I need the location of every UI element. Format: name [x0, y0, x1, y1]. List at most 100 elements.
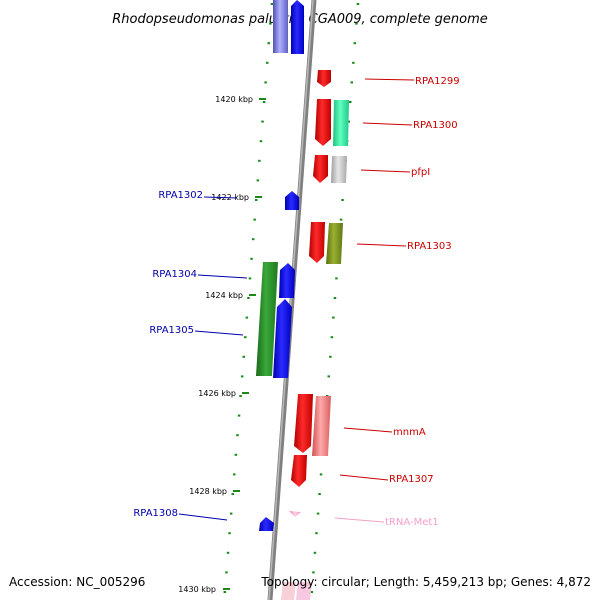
- top-partial-features: [273, 0, 304, 54]
- tick-dot: [229, 512, 233, 515]
- partial-feature-pink: [281, 582, 296, 600]
- tick-dot: [234, 453, 238, 456]
- partial-feature-blue: [291, 0, 304, 54]
- tick-dot: [335, 277, 338, 280]
- kbp-tick: 1428 kbp: [189, 487, 240, 496]
- tick-dot: [269, 22, 272, 25]
- label-RPA1304[interactable]: RPA1304: [152, 269, 248, 280]
- gene-RPA1303[interactable]: [309, 222, 325, 263]
- label-pfpI[interactable]: pfpI: [360, 167, 430, 178]
- accession-text: Accession: NC_005296: [9, 575, 145, 589]
- tick-dot: [256, 179, 260, 182]
- partial-feature-pink-2: [296, 582, 312, 600]
- feature-RPA1300-companion[interactable]: [333, 100, 349, 146]
- gene-RPA1308[interactable]: [259, 517, 274, 531]
- tick-dot: [330, 336, 334, 339]
- tick-dot: [261, 120, 264, 123]
- feature-mnmA-companion[interactable]: [312, 396, 331, 456]
- label-RPA1303[interactable]: RPA1303: [356, 241, 452, 252]
- svg-text:RPA1308: RPA1308: [133, 508, 178, 519]
- svg-text:pfpI: pfpI: [411, 167, 430, 178]
- tick-dot: [310, 591, 314, 593]
- right-labels: RPA1299 RPA1300 pfpI RPA1303 mnmA RPA130…: [334, 76, 460, 528]
- kbp-tick-label: 1428 kbp: [189, 487, 227, 496]
- tick-dot: [226, 551, 230, 554]
- kbp-tick-label: 1426 kbp: [198, 389, 236, 398]
- kbp-tick-label: 1420 kbp: [215, 95, 253, 104]
- tick-dot: [244, 336, 247, 339]
- tick-dot: [262, 101, 266, 103]
- tick-dot: [233, 473, 236, 476]
- label-mnmA[interactable]: mnmA: [343, 427, 426, 438]
- tick-dot: [353, 42, 357, 45]
- tick-dot: [264, 81, 267, 84]
- svg-text:RPA1304: RPA1304: [152, 269, 197, 280]
- tick-dot: [339, 218, 343, 221]
- forward-strand-features: [289, 70, 349, 517]
- gene-RPA1299[interactable]: [317, 70, 331, 87]
- tick-dot: [228, 532, 231, 535]
- tick-dot: [313, 551, 317, 554]
- tick-dot: [319, 473, 323, 476]
- gene-mnmA[interactable]: [294, 394, 313, 453]
- tick-dot: [223, 591, 227, 593]
- svg-text:RPA1302: RPA1302: [158, 190, 203, 201]
- kbp-tick-label: 1424 kbp: [205, 291, 243, 300]
- gene-tRNA-Met1[interactable]: [289, 511, 301, 517]
- tick-dot: [352, 61, 355, 64]
- tick-dots-left: [223, 3, 274, 593]
- tick-dot: [332, 316, 335, 319]
- tick-dot: [250, 257, 253, 260]
- tick-dot: [355, 22, 358, 25]
- label-RPA1299[interactable]: RPA1299: [364, 76, 460, 87]
- tick-dot: [266, 61, 269, 64]
- svg-text:RPA1303: RPA1303: [407, 241, 452, 252]
- left-labels: RPA1302 RPA1304 RPA1305 RPA1308: [133, 190, 248, 521]
- tick-dot: [270, 3, 274, 5]
- svg-text:RPA1307: RPA1307: [389, 474, 434, 485]
- tick-dot: [316, 512, 320, 515]
- gene-RPA1305[interactable]: [273, 299, 292, 378]
- label-RPA1300[interactable]: RPA1300: [362, 120, 458, 131]
- svg-text:RPA1305: RPA1305: [149, 325, 194, 336]
- tick-dot: [329, 355, 332, 358]
- svg-text:tRNA-Met1: tRNA-Met1: [385, 517, 439, 528]
- tick-dots-right: [310, 3, 360, 593]
- kbp-tick: 1420 kbp: [215, 95, 266, 104]
- tick-dot: [318, 493, 321, 495]
- feature-RPA1303-companion[interactable]: [326, 223, 343, 264]
- gene-pfpI[interactable]: [313, 155, 328, 183]
- tick-dot: [341, 199, 344, 201]
- gene-RPA1304[interactable]: [279, 263, 295, 298]
- tick-dot: [356, 3, 360, 5]
- svg-text:RPA1300: RPA1300: [413, 120, 458, 131]
- label-tRNA-Met1[interactable]: tRNA-Met1: [334, 517, 439, 528]
- tick-dot: [315, 532, 318, 535]
- label-RPA1302[interactable]: RPA1302: [158, 190, 238, 201]
- tick-dot: [333, 297, 337, 299]
- tick-dot: [267, 42, 270, 45]
- gene-RPA1300[interactable]: [315, 99, 331, 146]
- bottom-partial-features: [281, 582, 312, 600]
- tick-dot: [349, 101, 352, 103]
- gene-RPA1302[interactable]: [285, 191, 299, 210]
- feature-pfpI-companion[interactable]: [331, 156, 347, 183]
- feature-RPA1304-companion[interactable]: [256, 262, 278, 376]
- tick-dot: [350, 81, 353, 84]
- tick-dot: [225, 571, 228, 574]
- tick-dot: [253, 218, 256, 221]
- kbp-tick: 1426 kbp: [198, 389, 249, 398]
- gene-RPA1307[interactable]: [291, 455, 307, 487]
- tick-dot: [237, 414, 241, 417]
- tick-dot: [255, 199, 258, 201]
- tick-dot: [258, 159, 261, 162]
- label-RPA1305[interactable]: RPA1305: [149, 325, 244, 336]
- kbp-tick: 1430 kbp: [178, 585, 230, 594]
- tick-dot: [245, 316, 249, 319]
- label-RPA1307[interactable]: RPA1307: [339, 474, 434, 485]
- genome-summary-text: Topology: circular; Length: 5,459,213 bp…: [260, 575, 591, 589]
- label-RPA1308[interactable]: RPA1308: [133, 508, 228, 521]
- tick-dot: [259, 140, 263, 143]
- reverse-strand-features: [256, 191, 299, 531]
